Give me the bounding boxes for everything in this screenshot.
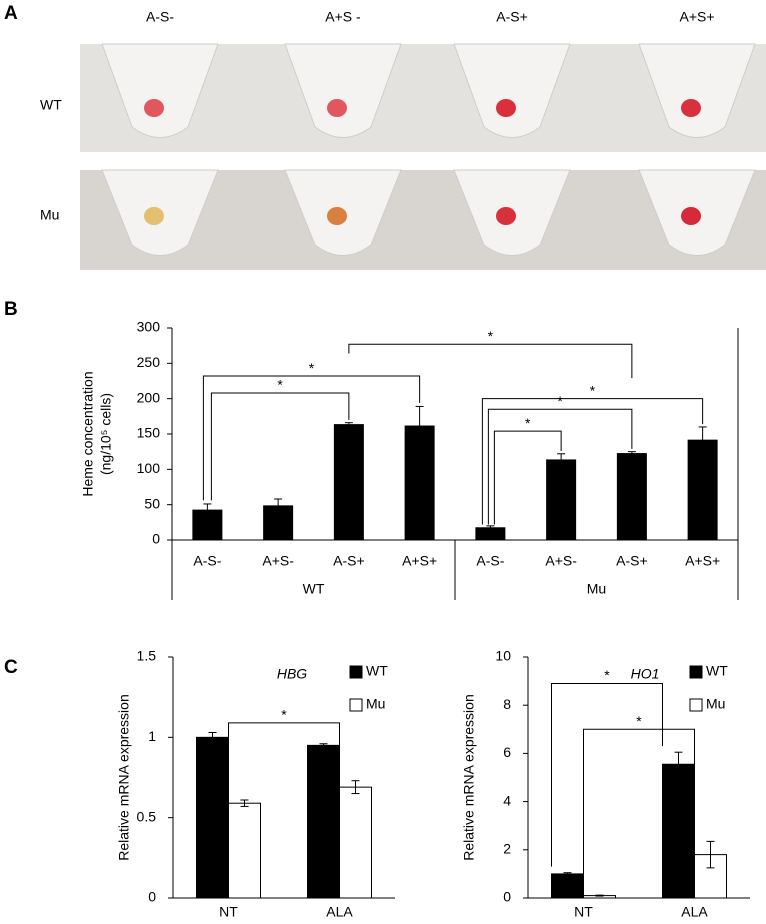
bar xyxy=(616,453,647,540)
gene-label: HO1 xyxy=(631,666,660,682)
y-tick-label: 0.5 xyxy=(137,808,157,824)
significance-bracket xyxy=(481,398,704,525)
y-axis-label: Relative mRNA expression xyxy=(461,694,477,861)
legend-swatch xyxy=(689,665,703,679)
group-label: Mu xyxy=(587,581,606,597)
bar xyxy=(687,439,718,540)
panel-label: C xyxy=(4,657,18,678)
x-tick-label: A-S- xyxy=(193,553,221,569)
bar xyxy=(662,763,695,899)
row-label: Mu xyxy=(40,207,59,223)
column-label: A-S- xyxy=(146,9,174,25)
y-tick-label: 250 xyxy=(137,354,161,370)
y-axis-label: Relative mRNA expression xyxy=(116,694,132,861)
significance-star: * xyxy=(557,393,563,409)
panel-label: B xyxy=(4,299,18,320)
tube xyxy=(284,43,402,138)
y-tick-label: 300 xyxy=(137,319,161,335)
significance-bracket xyxy=(210,392,350,501)
significance-bracket xyxy=(348,343,633,379)
significance-bracket xyxy=(202,375,421,501)
column-label: A-S+ xyxy=(496,9,528,25)
pellet xyxy=(496,99,516,117)
significance-star: * xyxy=(636,713,642,729)
legend-label: Mu xyxy=(706,696,725,712)
pellet xyxy=(144,99,164,117)
x-tick-label: NT xyxy=(219,904,238,920)
column-label: A+S - xyxy=(325,9,361,25)
y-tick-label: 1 xyxy=(148,728,156,744)
bar xyxy=(339,786,372,899)
significance-star: * xyxy=(488,328,494,344)
x-tick-label: ALA xyxy=(326,904,353,920)
y-tick-label: 1.5 xyxy=(137,648,157,664)
legend-label: Mu xyxy=(366,696,385,712)
bar xyxy=(307,744,340,899)
x-tick-label: A-S+ xyxy=(616,553,648,569)
y-tick-label: 200 xyxy=(137,389,161,405)
tube xyxy=(638,43,756,138)
significance-star: * xyxy=(525,415,531,431)
y-axis-label: Heme concentration xyxy=(80,371,96,496)
y-tick-label: 6 xyxy=(503,744,511,760)
pellet xyxy=(327,207,347,225)
column-label: A+S+ xyxy=(679,9,714,25)
significance-star: * xyxy=(590,382,596,398)
panel-label: A xyxy=(4,3,18,24)
significance-bracket xyxy=(228,722,340,796)
x-tick-label: ALA xyxy=(681,904,708,920)
significance-star: * xyxy=(604,667,610,683)
pellet xyxy=(681,99,701,117)
bar xyxy=(228,802,261,899)
x-tick-label: A+S- xyxy=(262,553,294,569)
bar xyxy=(546,459,577,540)
x-tick-label: A-S+ xyxy=(333,553,365,569)
significance-bracket xyxy=(487,408,633,525)
bar xyxy=(551,873,584,899)
significance-star: * xyxy=(277,377,283,393)
significance-bracket xyxy=(583,728,695,889)
pellet xyxy=(496,207,516,225)
x-tick-label: A-S- xyxy=(476,553,504,569)
y-tick-label: 8 xyxy=(503,696,511,712)
pellet xyxy=(681,207,701,225)
gene-label: HBG xyxy=(277,666,307,682)
x-tick-label: A+S- xyxy=(545,553,577,569)
y-tick-label: 0 xyxy=(152,531,160,547)
bar xyxy=(196,736,229,899)
significance-bracket xyxy=(493,430,562,525)
y-tick-label: 0 xyxy=(148,889,156,905)
group-label: WT xyxy=(303,581,325,597)
significance-star: * xyxy=(309,360,315,376)
y-axis-label: (ng/10⁵ cells) xyxy=(98,393,114,475)
legend-swatch xyxy=(689,698,703,712)
row-label: WT xyxy=(40,97,62,113)
significance-bracket xyxy=(551,683,663,867)
x-tick-label: NT xyxy=(574,904,593,920)
x-tick-label: A+S+ xyxy=(685,553,720,569)
y-tick-label: 150 xyxy=(137,425,161,441)
tube xyxy=(453,43,571,138)
y-tick-label: 0 xyxy=(503,889,511,905)
tube xyxy=(101,43,219,138)
y-tick-label: 10 xyxy=(495,648,511,664)
y-tick-label: 4 xyxy=(503,792,511,808)
legend-swatch xyxy=(349,698,363,712)
legend-swatch xyxy=(349,665,363,679)
y-tick-label: 2 xyxy=(503,841,511,857)
x-tick-label: A+S+ xyxy=(402,553,437,569)
y-tick-label: 100 xyxy=(137,460,161,476)
significance-star: * xyxy=(281,707,287,723)
y-tick-label: 50 xyxy=(144,495,160,511)
pellet xyxy=(327,99,347,117)
legend-label: WT xyxy=(706,663,728,679)
legend-label: WT xyxy=(366,663,388,679)
bar xyxy=(475,527,506,540)
bar xyxy=(333,424,364,540)
pellet xyxy=(144,207,164,225)
